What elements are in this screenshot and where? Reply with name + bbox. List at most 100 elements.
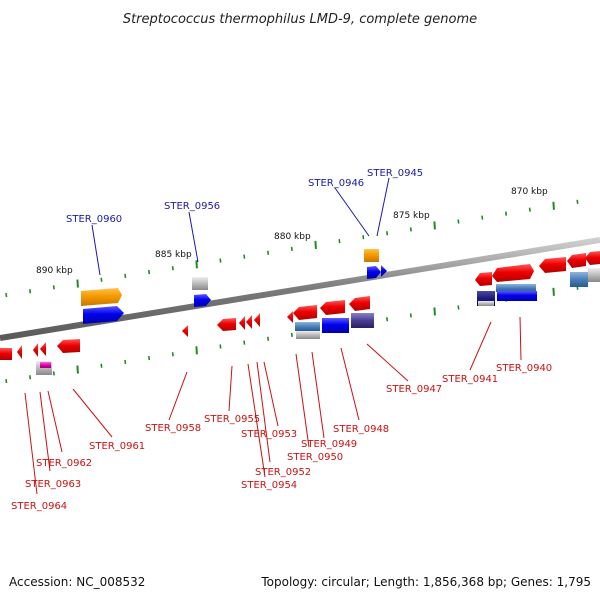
upper-tick	[52, 285, 55, 290]
gene-ster-0945-blue[interactable]	[381, 265, 387, 277]
lower-tick	[433, 307, 436, 316]
gene-0941-red-b[interactable]	[492, 264, 534, 282]
gene-label-ster-0952[interactable]: STER_0952	[255, 467, 311, 478]
gene-0962-red-a[interactable]	[33, 343, 38, 357]
upper-features	[81, 249, 600, 324]
gene-0953-red-a[interactable]	[239, 316, 245, 330]
lower-tick	[100, 363, 103, 368]
gene-0950-steel[interactable]	[295, 322, 320, 331]
gene-0940-red-a[interactable]	[539, 257, 566, 273]
gene-0940-red-b[interactable]	[567, 253, 586, 268]
gene-label-ster-0949[interactable]: STER_0949	[301, 439, 357, 450]
gene-0940-steel[interactable]	[496, 284, 536, 292]
lower-tick	[290, 332, 293, 337]
gene-0941-red-a[interactable]	[475, 272, 492, 286]
lower-tick	[124, 359, 127, 365]
kbp-label-870: 870 kbp	[511, 187, 548, 197]
bottom-callout-lines	[24, 316, 522, 495]
lower-tick	[386, 317, 389, 322]
upper-tick-row	[5, 199, 579, 298]
gene-label-ster-0961[interactable]: STER_0961	[89, 441, 145, 452]
upper-tick	[386, 231, 389, 236]
upper-tick	[552, 201, 555, 210]
gene-ster-0946-blue[interactable]	[367, 266, 381, 279]
kbp-label-890: 890 kbp	[36, 266, 73, 276]
gene-0950-gray[interactable]	[296, 331, 320, 339]
gene-label-ster-0953[interactable]: STER_0953	[241, 429, 297, 440]
gene-label-ster-0950[interactable]: STER_0950	[287, 452, 343, 463]
lower-tick	[52, 371, 55, 376]
gene-label-ster-0954[interactable]: STER_0954	[241, 480, 297, 491]
gene-label-ster-0955[interactable]: STER_0955	[204, 414, 260, 425]
upper-tick	[505, 211, 508, 216]
lower-tick	[457, 305, 460, 310]
gene-label-ster-0962[interactable]: STER_0962	[36, 458, 92, 469]
lower-tick	[195, 346, 198, 355]
gene-ster-0956-gray[interactable]	[192, 277, 208, 290]
gene-0950-red[interactable]	[287, 311, 293, 323]
top-callout-lines	[91, 177, 390, 276]
gene-label-ster-0956[interactable]: STER_0956	[164, 201, 220, 212]
gene-0963-red[interactable]	[17, 345, 22, 359]
gene-0962-red-b[interactable]	[40, 342, 46, 356]
lower-tick	[5, 378, 8, 384]
gene-label-ster-0963[interactable]: STER_0963	[25, 479, 81, 490]
gene-label-ster-0947[interactable]: STER_0947	[386, 384, 442, 395]
lower-tick	[243, 340, 246, 345]
gene-0952-red[interactable]	[246, 315, 252, 329]
gene-label-ster-0948[interactable]: STER_0948	[333, 424, 389, 435]
gene-ster-0946-orange[interactable]	[364, 249, 379, 262]
gene-0955-red[interactable]	[217, 318, 236, 331]
lower-tick	[171, 352, 174, 357]
upper-tick	[243, 254, 246, 259]
gene-0940-steel-b[interactable]	[570, 272, 588, 287]
gene-0948-purple[interactable]	[351, 313, 374, 328]
gene-0941-gray[interactable]	[478, 301, 494, 306]
gene-0940-blue[interactable]	[497, 291, 537, 301]
gene-label-ster-0946[interactable]: STER_0946	[308, 178, 364, 189]
upper-tick	[100, 277, 103, 282]
gene-0949-red[interactable]	[293, 305, 317, 320]
lower-tick	[148, 355, 151, 361]
upper-tick	[219, 258, 222, 263]
gene-label-ster-0941[interactable]: STER_0941	[442, 374, 498, 385]
upper-tick	[267, 250, 270, 255]
gene-0940-gray[interactable]	[588, 268, 600, 282]
lower-tick	[29, 375, 32, 380]
gene-ster-0960-orange[interactable]	[81, 288, 122, 306]
upper-tick	[338, 238, 341, 244]
kbp-label-875: 875 kbp	[393, 211, 430, 221]
gene-label-ster-0945[interactable]: STER_0945	[367, 168, 423, 179]
gene-0958-red[interactable]	[182, 325, 188, 337]
gene-label-ster-0964[interactable]: STER_0964	[11, 501, 67, 512]
upper-tick	[314, 240, 317, 250]
upper-tick	[290, 246, 293, 251]
gene-0964-red[interactable]	[0, 348, 12, 360]
lower-tick	[219, 344, 222, 349]
upper-tick	[576, 199, 579, 204]
gene-ster-0956-blue[interactable]	[194, 294, 211, 307]
lower-tick	[552, 287, 555, 296]
upper-tick	[362, 235, 365, 240]
gene-0948-red[interactable]	[320, 300, 345, 315]
upper-tick	[528, 207, 531, 212]
gene-0940-red-c[interactable]	[585, 251, 600, 265]
gene-0954-red[interactable]	[254, 313, 260, 327]
lower-tick	[76, 365, 79, 374]
gene-label-ster-0940[interactable]: STER_0940	[496, 363, 552, 374]
gene-0947-red[interactable]	[349, 296, 370, 311]
gene-ster-0960-blue[interactable]	[83, 306, 124, 324]
gene-label-ster-0960[interactable]: STER_0960	[66, 214, 122, 225]
gene-0949-blue[interactable]	[322, 318, 349, 333]
gene-0961-red[interactable]	[57, 339, 80, 353]
gene-label-ster-0958[interactable]: STER_0958	[145, 423, 201, 434]
lower-features	[0, 272, 588, 375]
lower-tick	[267, 336, 270, 341]
upper-tick	[457, 219, 460, 224]
lower-tick	[409, 313, 412, 318]
gene-0962-magenta[interactable]	[40, 362, 51, 368]
kbp-label-885: 885 kbp	[155, 250, 192, 260]
upper-tick	[409, 227, 412, 232]
accession-text: Accession: NC_008532	[9, 575, 145, 589]
